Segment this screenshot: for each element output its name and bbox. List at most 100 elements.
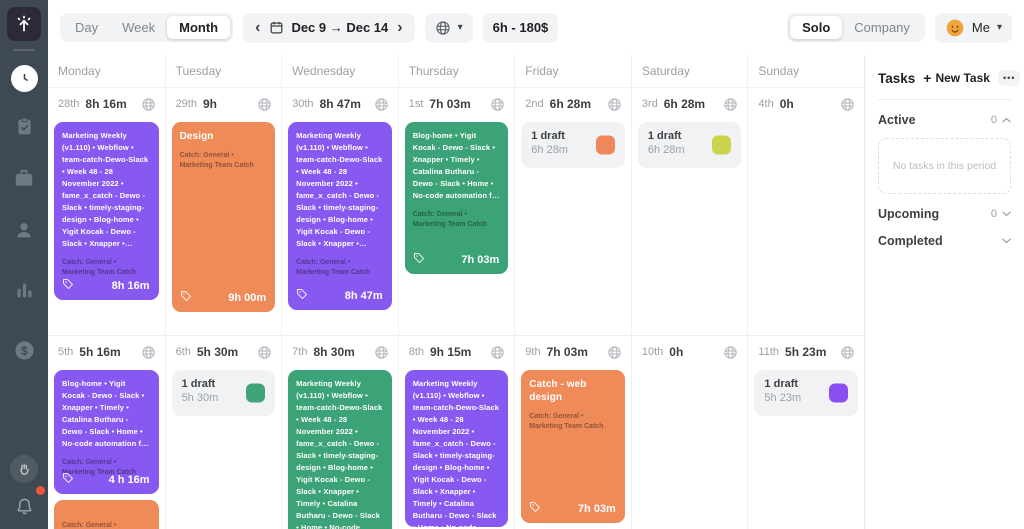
timezone-dropdown[interactable]: ▾ — [424, 12, 473, 43]
sidebar-item-people[interactable] — [7, 213, 41, 247]
calendar-column-saturday: Saturday 3rd 6h 28m 1 draft 6h 28m 10th 0h — [630, 55, 748, 529]
tab-day[interactable]: Day — [75, 20, 99, 35]
tasks-section-completed[interactable]: Completed — [878, 234, 1011, 248]
day-cards: 1 draft 5h 23m — [748, 368, 864, 529]
time-entry-card[interactable]: Catch: General • Marketing Team Catch — [54, 500, 159, 529]
date-row: 29th 9h — [166, 88, 282, 120]
tab-week[interactable]: Week — [122, 20, 156, 35]
date-ordinal: 3rd — [641, 98, 658, 110]
entry-footer: 8h 47m — [296, 288, 383, 303]
date-range-picker[interactable]: ‹ Dec 9 → Dec 14 › — [243, 12, 415, 43]
tasks-header: Tasks + New Task ••• — [878, 70, 1021, 86]
day-globe-button[interactable] — [374, 97, 389, 112]
week-2-tuesday: 6th 5h 30m 1 draft 5h 30m — [166, 336, 282, 529]
day-cards: Blog-home • Yigit Kocak - Dewo - Slack •… — [48, 368, 165, 529]
time-entry-card[interactable]: Blog-home • Yigit Kocak - Dewo - Slack •… — [54, 370, 159, 494]
day-globe-button[interactable] — [257, 97, 272, 112]
date-row: 30th 8h 47m — [282, 88, 398, 120]
summary-label: 6h - 180$ — [492, 20, 549, 35]
week-1-thursday: 1st 7h 03m Blog-home • Yigit Kocak - Dewo … — [398, 88, 515, 336]
timely-logo[interactable] — [7, 7, 41, 41]
entry-project-label: Catch: General • Marketing Team Catch — [62, 459, 137, 476]
day-globe-button[interactable] — [840, 97, 855, 112]
day-globe-button[interactable] — [723, 97, 738, 112]
day-globe-button[interactable] — [607, 97, 622, 112]
time-entry-card[interactable]: Marketing Weekly (v1.110) • Webflow • te… — [404, 370, 509, 529]
day-name-label: Wednesday — [282, 55, 398, 88]
next-period-button[interactable]: › — [397, 18, 403, 36]
date-ordinal: 1st — [408, 98, 424, 110]
tag-icon-wrap — [180, 290, 192, 305]
sidebar-item-projects[interactable] — [7, 161, 41, 195]
day-globe-button[interactable] — [141, 345, 156, 360]
globe-icon — [491, 345, 504, 359]
week-2-thursday: 8th 9h 15m Marketing Weekly (v1.110) • Web… — [399, 336, 515, 529]
tab-solo[interactable]: Solo — [790, 16, 843, 39]
no-tasks-message: No tasks in this period — [878, 138, 1011, 194]
week-1-saturday: 3rd 6h 28m 1 draft 6h 28m — [631, 88, 748, 336]
sidebar-item-assistant[interactable] — [10, 455, 38, 483]
day-globe-button[interactable] — [374, 345, 389, 360]
user-menu[interactable]: Me ▾ — [934, 12, 1012, 43]
day-globe-button[interactable] — [840, 345, 855, 360]
prev-period-button[interactable]: ‹ — [255, 18, 261, 36]
day-total-hours: 7h 03m — [546, 345, 588, 359]
date-ordinal: 29th — [175, 98, 197, 110]
date-row: 9th 7h 03m — [515, 336, 631, 368]
draft-label: 1 draft — [764, 378, 799, 390]
draft-card[interactable]: 1 draft 5h 23m — [754, 370, 858, 416]
no-tasks-text: No tasks in this period — [892, 160, 997, 172]
sidebar-item-notifications[interactable] — [7, 486, 45, 523]
entry-duration: 7h 03m — [461, 253, 500, 266]
time-entry-card[interactable]: Marketing Weekly (v1.110) • Webflow • te… — [288, 370, 392, 529]
time-entry-card[interactable]: Design Catch: General • Marketing Team Ca… — [171, 122, 276, 312]
globe-icon — [375, 97, 388, 111]
tag-icon-wrap — [62, 472, 74, 487]
draft-card[interactable]: 1 draft 6h 28m — [637, 122, 742, 168]
tasks-panel: Tasks + New Task ••• Active 0 No tasks — [864, 55, 1024, 529]
date-ordinal: 4th — [758, 98, 774, 110]
new-task-label: New Task — [935, 71, 990, 85]
sidebar-item-billing[interactable]: $ — [7, 333, 41, 367]
entry-footer: 8h 16m — [62, 278, 150, 293]
globe-icon — [491, 97, 504, 111]
hand-wave-icon — [19, 463, 29, 475]
tag-icon — [63, 473, 73, 483]
draft-color-swatch — [828, 383, 848, 403]
week-2-wednesday: 7th 8h 30m Marketing Weekly (v1.110) • Web… — [282, 336, 398, 529]
view-switcher: Day Week Month — [60, 13, 234, 42]
draft-time: 5h 30m — [181, 392, 219, 404]
globe-icon — [608, 345, 621, 359]
date-row: 8th 9h 15m — [399, 336, 515, 368]
day-globe-button[interactable] — [490, 97, 505, 112]
day-globe-button[interactable] — [257, 345, 272, 360]
bar-chart-icon — [17, 283, 31, 297]
day-total-hours: 5h 23m — [785, 345, 827, 359]
day-globe-button[interactable] — [490, 345, 505, 360]
day-globe-button[interactable] — [723, 345, 738, 360]
sidebar-item-tasks[interactable] — [7, 109, 41, 143]
sidebar-item-reports[interactable] — [7, 273, 41, 307]
week-2-friday: 9th 7h 03m Catch - web design Catch: Genera… — [515, 336, 631, 529]
sidebar-item-hours[interactable] — [7, 61, 41, 95]
day-globe-button[interactable] — [607, 345, 622, 360]
time-entry-card[interactable]: Catch - web design Catch: General • Marke… — [521, 370, 625, 523]
tasks-more-button[interactable]: ••• — [997, 70, 1021, 86]
new-task-button[interactable]: + New Task — [923, 70, 990, 86]
sidebar-divider — [13, 49, 35, 51]
tab-month[interactable]: Month — [167, 16, 231, 39]
draft-card[interactable]: 1 draft 5h 30m — [171, 370, 276, 416]
time-entry-card[interactable]: Marketing Weekly (v1.110) • Webflow • te… — [54, 122, 159, 300]
draft-card[interactable]: 1 draft 6h 28m — [521, 122, 625, 168]
day-name-label: Tuesday — [165, 55, 282, 88]
tasks-section-upcoming[interactable]: Upcoming 0 — [878, 207, 1011, 221]
time-entry-card[interactable]: Marketing Weekly (v1.110) • Webflow • te… — [288, 122, 392, 310]
day-globe-button[interactable] — [141, 97, 156, 112]
draft-label: 1 draft — [647, 130, 682, 142]
entry-project-label: Catch: General • Marketing Team Catch — [296, 259, 371, 276]
date-row: 11th 5h 23m — [748, 336, 864, 368]
week-1-wednesday: 30th 8h 47m Marketing Weekly (v1.110) • We… — [282, 88, 398, 336]
tab-company[interactable]: Company — [854, 20, 910, 35]
time-entry-card[interactable]: Blog-home • Yigit Kocak - Dewo - Slack •… — [404, 122, 509, 274]
tasks-section-active[interactable]: Active 0 — [878, 113, 1011, 127]
